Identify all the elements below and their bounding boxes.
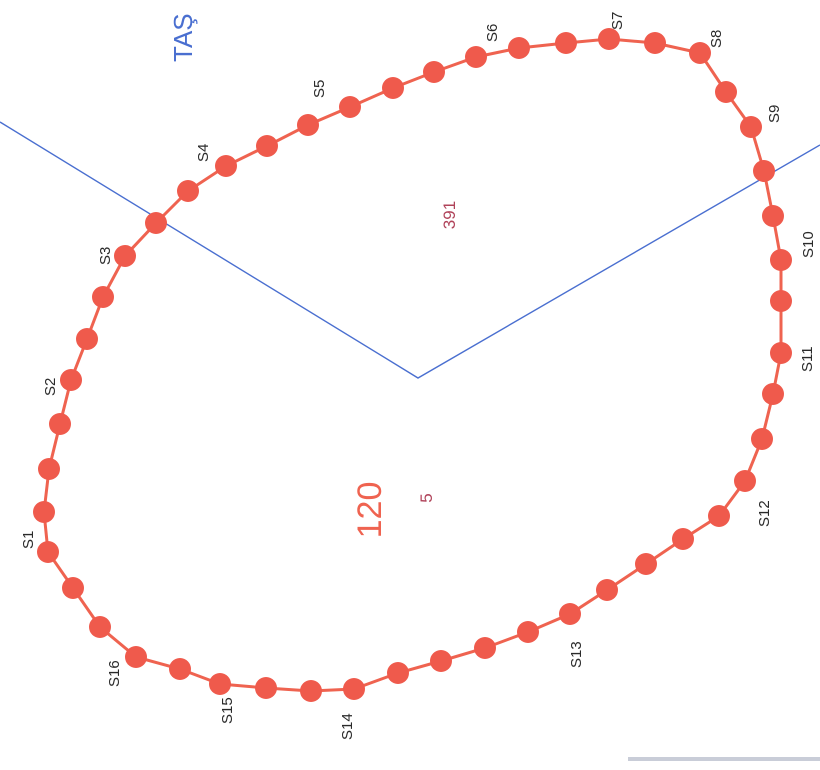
block-number-label: 5	[417, 493, 436, 502]
perimeter-point	[635, 553, 657, 575]
perimeter-point	[145, 212, 167, 234]
perimeter-point	[751, 428, 773, 450]
perimeter-point	[33, 501, 55, 523]
perimeter-point	[177, 180, 199, 202]
perimeter-point	[76, 328, 98, 350]
parcel-boundary-line	[0, 121, 820, 379]
perimeter-point	[49, 413, 71, 435]
parcel-number-label: 391	[440, 201, 459, 229]
station-label-s13: S13	[568, 641, 585, 668]
station-label-s2: S2	[42, 378, 59, 396]
perimeter-point	[62, 577, 84, 599]
area-number-label: 120	[351, 482, 389, 539]
perimeter-point	[672, 528, 694, 550]
perimeter-point	[734, 470, 756, 492]
perimeter-path	[42, 37, 783, 693]
perimeter-point	[598, 28, 620, 50]
perimeter-point	[297, 114, 319, 136]
perimeter-point	[255, 677, 277, 699]
perimeter-point	[644, 32, 666, 54]
perimeter-point	[770, 342, 792, 364]
perimeter-point	[559, 603, 581, 625]
station-label-s3: S3	[97, 247, 114, 265]
station-label-s7: S7	[609, 12, 626, 30]
perimeter-point	[89, 616, 111, 638]
perimeter-point	[708, 505, 730, 527]
perimeter-point	[465, 46, 487, 68]
station-label-s12: S12	[756, 500, 773, 527]
perimeter-point	[114, 245, 136, 267]
perimeter-point	[555, 32, 577, 54]
station-label-s10: S10	[800, 231, 817, 258]
perimeter-point	[508, 37, 530, 59]
perimeter-point	[339, 96, 361, 118]
station-label-s1: S1	[20, 531, 37, 549]
perimeter-point	[38, 458, 60, 480]
station-label-s6: S6	[484, 24, 501, 42]
perimeter-point	[596, 579, 618, 601]
perimeter-point	[125, 646, 147, 668]
perimeter-point	[423, 61, 445, 83]
station-label-s14: S14	[339, 713, 356, 740]
perimeter-point	[430, 650, 452, 672]
perimeter-point	[209, 673, 231, 695]
place-name-label: TAŞ	[168, 13, 198, 62]
perimeter-point	[215, 155, 237, 177]
perimeter-point	[343, 678, 365, 700]
station-label-s4: S4	[195, 144, 212, 162]
perimeter-point	[715, 81, 737, 103]
perimeter-point	[300, 680, 322, 702]
station-label-s8: S8	[708, 30, 725, 48]
station-label-s16: S16	[106, 660, 123, 687]
station-labels: S1 S2 S3 S4 S5 S6 S7 S8 S9 S10 S11 S12 S13 S14 S15 S16	[20, 12, 817, 740]
perimeter-point	[60, 369, 82, 391]
perimeter-point	[770, 290, 792, 312]
perimeter-point	[37, 541, 59, 563]
perimeter-point	[770, 249, 792, 271]
perimeter-point	[689, 42, 711, 64]
station-label-s15: S15	[219, 697, 236, 724]
perimeter-point	[517, 621, 539, 643]
perimeter-point	[256, 135, 278, 157]
perimeter-point	[169, 658, 191, 680]
perimeter-point	[762, 383, 784, 405]
scan-edge-strip	[628, 757, 820, 761]
perimeter-point	[382, 77, 404, 99]
perimeter-point	[740, 116, 762, 138]
perimeter-point	[762, 205, 784, 227]
perimeter-point	[387, 662, 409, 684]
perimeter-point	[92, 286, 114, 308]
perimeter-point	[753, 160, 775, 182]
perimeter-points	[33, 28, 792, 702]
station-label-s9: S9	[766, 105, 783, 123]
station-label-s5: S5	[311, 80, 328, 98]
perimeter-point	[474, 637, 496, 659]
station-label-s11: S11	[799, 346, 816, 372]
